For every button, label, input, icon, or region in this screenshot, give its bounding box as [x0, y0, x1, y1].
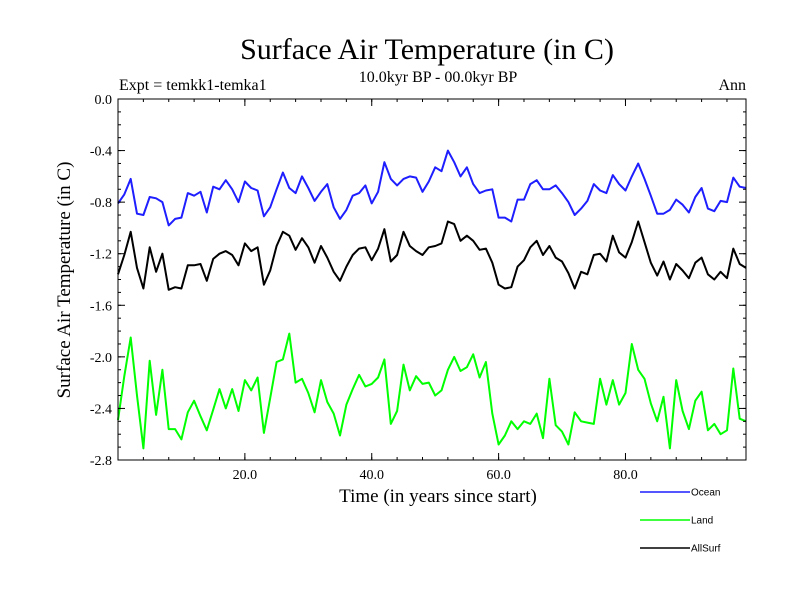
x-tick-label: 20.0 [233, 468, 258, 483]
y-axis-label: Surface Air Temperature (in C) [54, 162, 75, 399]
y-tick-label: -2.0 [90, 351, 112, 366]
series-line-allsurf [117, 220, 747, 291]
y-tick-label: -1.6 [90, 299, 112, 314]
legend-label-land: Land [691, 516, 713, 527]
y-tick-label: -0.8 [90, 196, 112, 211]
x-tick-label: 40.0 [359, 468, 384, 483]
series-line-land [117, 332, 747, 450]
y-tick-label: -0.4 [90, 145, 112, 160]
legend: Ocean Land AllSurf [640, 488, 721, 555]
legend-label-allsurf: AllSurf [691, 544, 721, 555]
chart-title: Surface Air Temperature (in C) [240, 33, 614, 66]
season-label: Ann [718, 77, 746, 94]
y-tick-label: -2.4 [90, 402, 112, 417]
axis-ticks: 0.0 -0.4 -0.8 -1.2 -1.6 -2.0 -2.4 -2.8 20.0 40.0 6… [90, 93, 746, 483]
x-axis-label: Time (in years since start) [339, 486, 537, 507]
y-tick-label: -2.8 [90, 454, 112, 469]
series-line-ocean [117, 149, 747, 227]
x-tick-label: 60.0 [486, 468, 511, 483]
y-tick-label: 0.0 [95, 93, 113, 108]
period-label: 10.0kyr BP - 00.0kyr BP [359, 69, 518, 86]
y-tick-label: -1.2 [90, 248, 112, 263]
x-tick-label: 80.0 [613, 468, 638, 483]
legend-label-ocean: Ocean [691, 488, 720, 499]
experiment-label: Expt = temkk1-temka1 [119, 77, 267, 94]
plot-lines [117, 149, 747, 450]
